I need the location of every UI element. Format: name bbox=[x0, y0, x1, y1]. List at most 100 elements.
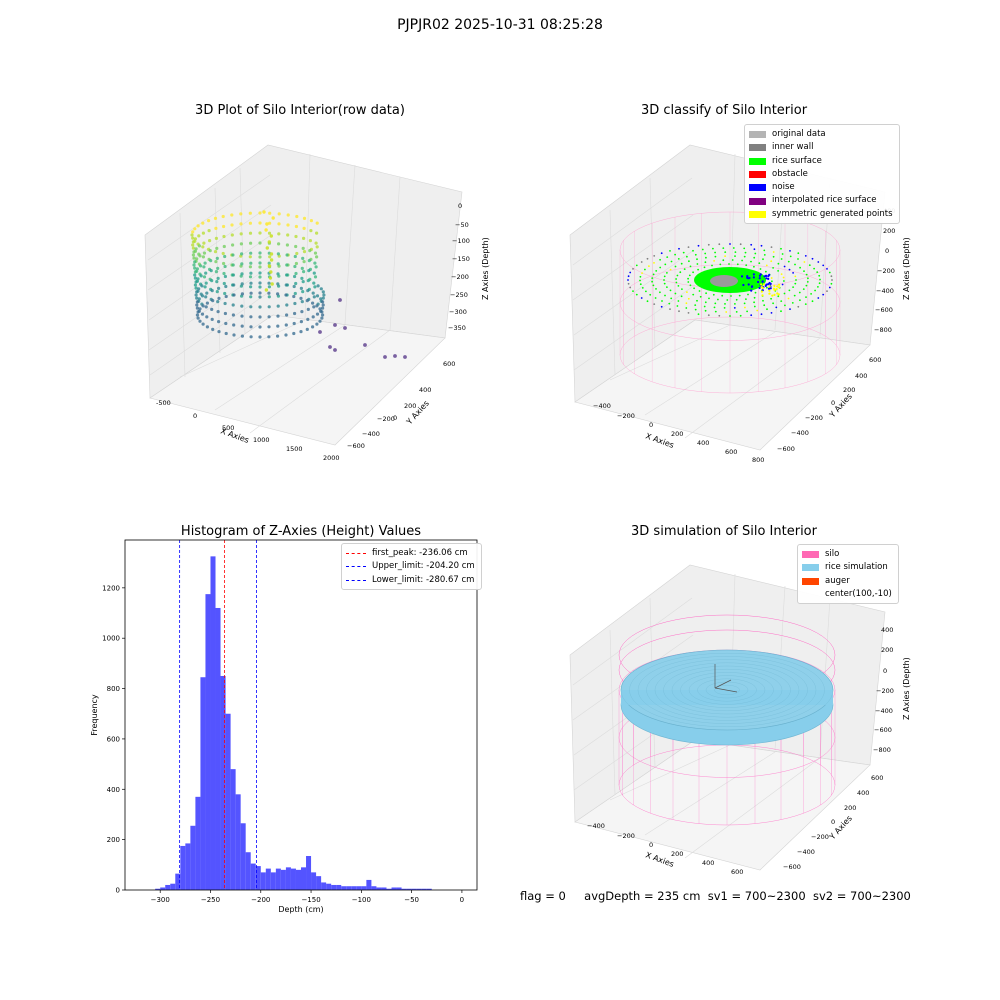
status-sv2: sv2 = 700~2300 bbox=[812, 889, 911, 903]
histogram-bar bbox=[225, 713, 231, 890]
raw-point bbox=[267, 261, 271, 265]
classify-point bbox=[789, 250, 791, 252]
classify-point bbox=[817, 297, 820, 299]
classify-point bbox=[759, 268, 762, 270]
legend-swatch bbox=[749, 210, 766, 218]
raw-point bbox=[276, 304, 280, 308]
raw-point bbox=[231, 263, 235, 267]
classify-point bbox=[826, 268, 828, 270]
classify-point bbox=[731, 259, 734, 261]
raw-point bbox=[276, 292, 280, 296]
legend-line-swatch bbox=[346, 566, 366, 568]
raw-point bbox=[258, 275, 262, 279]
legend-label: obstacle bbox=[772, 168, 808, 179]
classify-symmetric-point bbox=[773, 284, 776, 287]
raw-point bbox=[286, 223, 290, 227]
raw-ztick: −200 bbox=[451, 273, 469, 281]
classify-point bbox=[701, 248, 704, 251]
classify-point bbox=[805, 284, 808, 287]
raw-point bbox=[209, 269, 213, 273]
raw-point bbox=[293, 301, 297, 306]
raw-point bbox=[191, 243, 195, 247]
raw-point bbox=[268, 221, 272, 225]
raw-point bbox=[295, 251, 299, 256]
classify-point bbox=[817, 261, 820, 263]
classify-point bbox=[753, 301, 755, 304]
raw-point bbox=[267, 231, 272, 235]
classify-point bbox=[788, 268, 791, 271]
classify-xtick: −200 bbox=[617, 412, 635, 420]
raw-point bbox=[201, 322, 205, 326]
raw-point bbox=[240, 324, 244, 328]
raw-point bbox=[191, 253, 195, 257]
raw-point bbox=[239, 242, 243, 246]
raw-point bbox=[301, 280, 305, 284]
raw-point bbox=[194, 286, 198, 290]
raw-point bbox=[321, 300, 325, 304]
classify-point bbox=[799, 266, 801, 269]
classify-point bbox=[660, 305, 663, 308]
raw-point bbox=[321, 296, 325, 300]
classify-point bbox=[714, 251, 716, 254]
classify-noise-point bbox=[750, 289, 753, 292]
classify-point bbox=[791, 302, 794, 304]
simulation-xtick: −400 bbox=[587, 822, 605, 830]
classify-point bbox=[692, 293, 695, 296]
raw-point bbox=[205, 325, 209, 329]
classify-point bbox=[705, 292, 707, 295]
raw-ztick: −250 bbox=[450, 291, 468, 299]
raw-point bbox=[264, 288, 269, 292]
simulation-rice-mesh bbox=[671, 669, 783, 711]
depth-histogram[interactable]: −300 −250 −200 −150 −100 −50 0 0 200 400 600 800 100… bbox=[80, 530, 490, 920]
raw-ytick: −200 bbox=[377, 415, 395, 423]
raw-point bbox=[191, 236, 195, 240]
raw-point bbox=[223, 274, 227, 279]
raw-point bbox=[222, 281, 226, 286]
classify-point bbox=[734, 251, 737, 253]
classify-point bbox=[772, 302, 774, 305]
simulation-3d-plot[interactable]: −400 −200 0 200 400 600 600 400 200 0 −2… bbox=[565, 560, 925, 880]
histogram-bar bbox=[210, 556, 216, 890]
classify-noise-point bbox=[768, 273, 771, 276]
classify-point bbox=[641, 272, 643, 274]
raw-point bbox=[201, 231, 205, 235]
classify-symmetric-point bbox=[761, 294, 764, 297]
classify-ztick: −400 bbox=[876, 287, 894, 295]
histogram-bar bbox=[411, 888, 417, 890]
raw-point bbox=[249, 335, 253, 339]
raw-point bbox=[284, 283, 288, 287]
classify-point bbox=[743, 302, 746, 305]
classify-ytick: 400 bbox=[855, 372, 867, 380]
raw-point bbox=[231, 303, 235, 307]
raw-point bbox=[306, 279, 310, 283]
classify-point bbox=[797, 305, 800, 308]
raw-point bbox=[321, 306, 325, 310]
raw-point bbox=[215, 256, 219, 260]
classify-point bbox=[780, 273, 783, 275]
classify-point bbox=[747, 293, 749, 296]
classify-point bbox=[745, 264, 748, 267]
raw-point bbox=[249, 295, 253, 299]
histogram-axes-frame bbox=[124, 539, 478, 891]
classify-point bbox=[659, 258, 661, 261]
raw-xtick: -500 bbox=[156, 399, 171, 407]
classify-point bbox=[679, 271, 682, 274]
classify-point bbox=[674, 292, 677, 295]
raw-ytick: 400 bbox=[419, 386, 431, 394]
classify-point bbox=[784, 304, 786, 307]
simulation-xtick: 600 bbox=[731, 868, 743, 876]
classify-ztick: −200 bbox=[877, 267, 895, 275]
raw-xtick: 500 bbox=[222, 424, 234, 432]
raw-point bbox=[258, 265, 262, 269]
histogram-ytick-label: 600 bbox=[107, 735, 120, 743]
histogram-xtick-label: −300 bbox=[151, 896, 170, 904]
raw-axes-panes bbox=[144, 144, 463, 446]
raw-point bbox=[292, 284, 296, 289]
raw-point bbox=[204, 295, 208, 299]
legend-swatch bbox=[749, 144, 766, 152]
classify-point bbox=[765, 264, 768, 267]
raw-data-3d-plot[interactable]: -500 0 500 1000 1500 2000 600 400 200 0 … bbox=[140, 140, 500, 460]
raw-point bbox=[300, 266, 304, 270]
raw-point bbox=[198, 307, 202, 311]
histogram-tick-labels: −300 −250 −200 −150 −100 −50 0 0 200 400 600 800 100… bbox=[102, 584, 464, 904]
